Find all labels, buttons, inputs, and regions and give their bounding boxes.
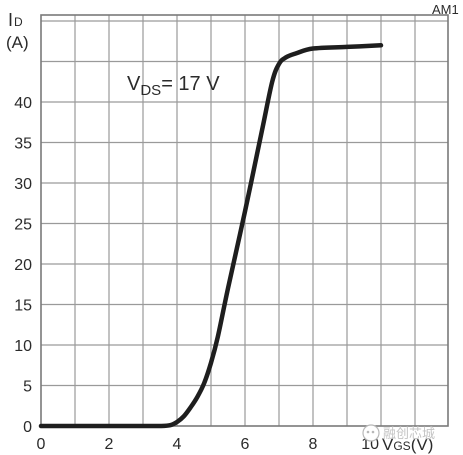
series-line-id [38, 43, 384, 429]
y-tick-label: 20 [14, 257, 32, 274]
y-axis-unit: (A) [6, 33, 29, 52]
y-axis-label: ID [8, 10, 23, 30]
x-tick-label: 2 [105, 436, 114, 453]
y-tick-label: 40 [14, 95, 32, 112]
watermark-icon-dot [366, 430, 370, 434]
y-tick-label: 15 [14, 298, 32, 315]
y-tick-label: 25 [14, 217, 32, 234]
y-tick-label: 10 [14, 338, 32, 355]
annotation-value: = 17 V [161, 73, 220, 95]
y-tick-label: 35 [14, 136, 32, 153]
y-tick-label: 5 [23, 379, 32, 396]
annotation-main: V [127, 73, 141, 95]
annotation: VDS= 17 V [127, 73, 220, 99]
x-tick-label: 4 [173, 436, 182, 453]
x-tick-label: 8 [309, 436, 318, 453]
x-tick-label: 0 [37, 436, 46, 453]
x-tick-label: 6 [241, 436, 250, 453]
x-axis-label-unit: (V) [411, 435, 434, 454]
y-tick-label: 30 [14, 176, 32, 193]
y-axis-label-main: I [8, 10, 13, 30]
x-tick-labels: 0 2 4 6 8 10 [37, 436, 380, 453]
x-axis-label: VGS(V) [382, 435, 433, 454]
y-tick-labels: 0 5 10 15 20 25 30 35 40 [14, 95, 32, 436]
watermark-icon-dot-2 [371, 430, 375, 434]
x-axis-label-sub: GS [393, 439, 410, 453]
figure-id: AM1 [432, 2, 459, 17]
watermark-icon [362, 424, 380, 442]
watermark-text: 融创芯城 [383, 427, 435, 442]
annotation-sub: DS [140, 82, 161, 99]
plot-frame [40, 14, 449, 427]
watermark: 融创芯城 [362, 424, 435, 442]
y-axis-label-sub: D [14, 15, 23, 29]
x-axis-label-prefix: V [382, 435, 394, 454]
grid-lines [41, 15, 448, 426]
y-tick-label: 0 [23, 419, 32, 436]
